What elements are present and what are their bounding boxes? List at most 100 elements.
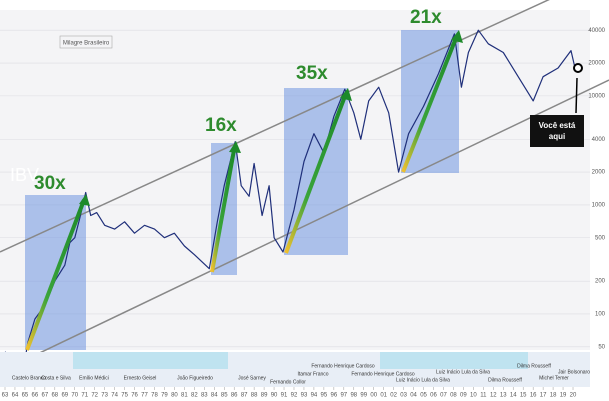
- x-tick-label: 95: [321, 393, 328, 399]
- x-tick-label: 77: [141, 393, 148, 399]
- x-tick-label: 84: [211, 393, 218, 399]
- annotation: 21x: [410, 7, 442, 28]
- x-tick-label: 03: [400, 393, 407, 399]
- president: Fernando Collor: [270, 379, 306, 385]
- x-tick-label: 02: [390, 393, 397, 399]
- x-tick-label: 05: [420, 393, 427, 399]
- x-tick-label: 14: [510, 393, 517, 399]
- x-tick-label: 96: [331, 393, 338, 399]
- x-tick-label: 18: [550, 393, 557, 399]
- x-tick-label: 88: [251, 393, 258, 399]
- president: Luiz Inácio Lula da Silva: [396, 377, 450, 383]
- president: João Figueiredo: [177, 375, 213, 381]
- x-tick-label: 00: [370, 393, 377, 399]
- president: Dilma Rousseff: [517, 363, 551, 369]
- x-tick-label: 65: [22, 393, 29, 399]
- x-tick-label: 10: [470, 393, 477, 399]
- x-tick-label: 69: [61, 393, 68, 399]
- y-tick-label: 20000: [588, 61, 605, 67]
- x-tick-label: 73: [101, 393, 108, 399]
- x-tick-label: 91: [281, 393, 288, 399]
- y-tick-label: 10000: [588, 93, 605, 99]
- x-tick-label: 70: [71, 393, 78, 399]
- x-tick-label: 93: [301, 393, 308, 399]
- president: Itamar Franco: [297, 371, 328, 377]
- y-tick-label: 500: [595, 235, 606, 241]
- pointer: [575, 77, 578, 114]
- annotation: 16x: [205, 115, 237, 136]
- x-tick-label: 98: [350, 393, 357, 399]
- callout-text: Você está aqui: [538, 121, 576, 141]
- x-tick-label: 83: [201, 393, 208, 399]
- x-tick-label: 92: [291, 393, 298, 399]
- callout-box: [530, 115, 584, 147]
- x-tick-label: 09: [460, 393, 467, 399]
- president: Ernesto Geisel: [124, 375, 157, 381]
- y-tick-label: 1000: [592, 202, 606, 208]
- period-label: Milagre Brasileiro: [63, 41, 110, 47]
- x-tick-label: 64: [12, 393, 19, 399]
- y-tick-label: 2000: [592, 170, 606, 176]
- x-tick-label: 78: [151, 393, 158, 399]
- x-tick-label: 01: [380, 393, 387, 399]
- x-tick-label: 08: [450, 393, 457, 399]
- annotation: 35x: [296, 63, 328, 84]
- x-tick-label: 79: [161, 393, 168, 399]
- x-tick-label: 07: [440, 393, 447, 399]
- president: José Sarney: [238, 375, 266, 381]
- x-tick-label: 97: [340, 393, 347, 399]
- x-tick-label: 67: [42, 393, 49, 399]
- x-tick-label: 63: [2, 393, 9, 399]
- y-tick-label: 200: [595, 279, 606, 285]
- x-tick-label: 74: [111, 393, 118, 399]
- president: Luiz Inácio Lula da Silva: [436, 369, 490, 375]
- x-tick-label: 68: [51, 393, 58, 399]
- y-tick-label: 50: [598, 344, 605, 350]
- x-tick-label: 86: [231, 393, 238, 399]
- x-tick-label: 15: [520, 393, 527, 399]
- current-marker: [573, 63, 583, 73]
- president: Fernando Henrique Cardoso: [311, 363, 375, 369]
- x-tick-label: 94: [311, 393, 318, 399]
- x-tick-label: 13: [500, 393, 507, 399]
- president: Fernando Henrique Cardoso: [351, 371, 415, 377]
- period-box: [59, 35, 113, 49]
- x-tick-label: 90: [271, 393, 278, 399]
- president: Costa e Silva: [41, 375, 71, 381]
- y-tick-label: 4000: [592, 137, 606, 143]
- president: Dilma Rousseff: [488, 377, 522, 383]
- x-tick-label: 20: [570, 393, 577, 399]
- y-tick-label: 40000: [588, 28, 605, 34]
- series-line: [4, 29, 576, 365]
- party-band: [73, 352, 228, 369]
- x-tick-label: 85: [221, 393, 228, 399]
- channel-line: [0, 0, 550, 253]
- x-tick-label: 76: [131, 393, 138, 399]
- president: Jair Bolsonaro: [558, 369, 590, 375]
- x-tick-label: 81: [181, 393, 188, 399]
- x-tick-label: 04: [410, 393, 417, 399]
- x-tick-label: 11: [480, 393, 487, 399]
- president: Castelo Branco: [12, 375, 46, 381]
- y-tick-label: 100: [595, 312, 606, 318]
- series-label: IBV: [10, 165, 39, 185]
- x-tick-label: 19: [560, 393, 567, 399]
- x-tick-label: 71: [81, 393, 88, 399]
- x-tick-label: 80: [171, 393, 178, 399]
- x-tick-label: 12: [490, 393, 497, 399]
- x-tick-label: 99: [360, 393, 367, 399]
- x-tick-label: 06: [430, 393, 437, 399]
- x-tick-label: 75: [121, 393, 128, 399]
- x-tick-label: 66: [32, 393, 39, 399]
- annotation: 30x: [34, 173, 66, 194]
- x-tick-label: 72: [91, 393, 98, 399]
- x-tick-label: 87: [241, 393, 248, 399]
- x-tick-label: 89: [261, 393, 268, 399]
- growth-arrows: [25, 30, 463, 351]
- president: Michel Temer: [539, 375, 569, 381]
- president: Emílio Médici: [79, 375, 109, 381]
- x-tick-label: 82: [191, 393, 198, 399]
- party-band: [380, 352, 528, 369]
- callout: Você está aqui: [538, 121, 576, 141]
